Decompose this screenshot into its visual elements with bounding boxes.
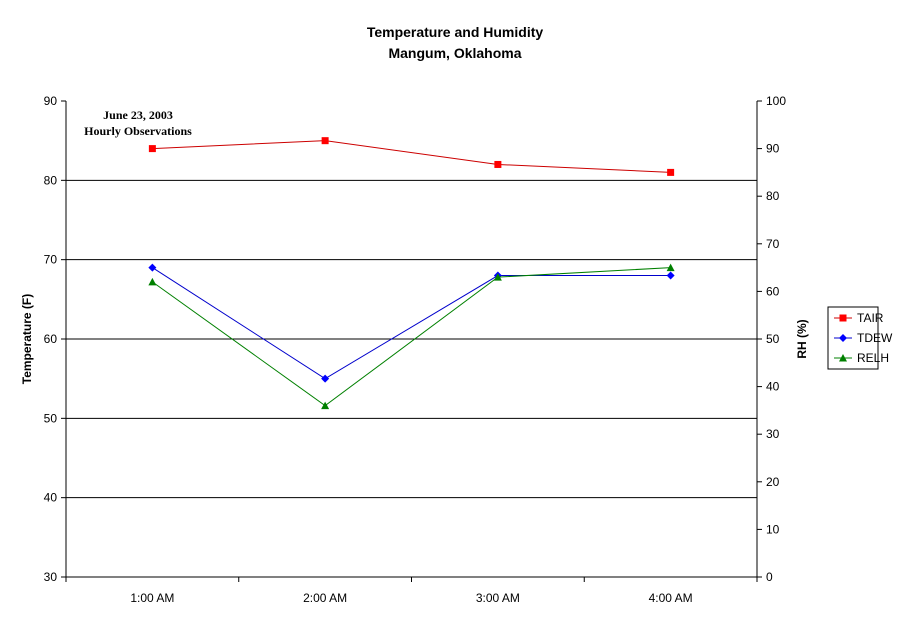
y2-tick-label-3: 30 — [766, 427, 780, 441]
y-tick-label-1: 40 — [44, 491, 58, 505]
point-tair-2 — [494, 160, 502, 168]
series-line-tair — [152, 140, 671, 173]
legend-swatch-marker-tdew — [839, 334, 847, 342]
y2-tick-label-5: 50 — [766, 332, 780, 346]
x-axis-ticks: 1:00 AM 2:00 AM 3:00 AM 4:00 AM — [65, 577, 758, 605]
point-relh-0 — [148, 277, 157, 286]
y-tick-label-5: 80 — [44, 173, 58, 187]
point-tdew-0 — [148, 263, 157, 272]
legend-item-tdew: TDEW — [834, 331, 893, 345]
left-axis-ticks: 30 40 50 60 70 80 90 — [44, 94, 66, 584]
x-tick-label-0: 1:00 AM — [130, 591, 174, 605]
point-relh-3 — [666, 263, 675, 272]
point-tair-0 — [148, 145, 156, 153]
date-annotation: June 23, 2003 — [103, 108, 173, 122]
y2-tick-label-6: 60 — [766, 284, 780, 298]
y-axis-title: Temperature (F) — [20, 294, 34, 384]
series-tdew — [148, 263, 675, 383]
y-tick-label-4: 70 — [44, 253, 58, 267]
point-tdew-1 — [321, 374, 330, 383]
y-tick-label-6: 90 — [44, 94, 58, 108]
legend-box — [827, 306, 879, 370]
x-tick-label-2: 3:00 AM — [476, 591, 520, 605]
legend-item-relh: RELH — [834, 351, 889, 365]
y2-tick-label-2: 20 — [766, 475, 780, 489]
x-tick-label-1: 2:00 AM — [303, 591, 347, 605]
y2-tick-label-9: 90 — [766, 142, 780, 156]
legend-swatch-marker-tair — [839, 314, 847, 322]
legend-swatch-marker-relh — [839, 354, 847, 362]
legend: TAIR TDEW RELH — [827, 306, 893, 370]
series-line-tdew — [152, 267, 671, 380]
legend-item-tair: TAIR — [834, 311, 884, 325]
y2-tick-label-4: 40 — [766, 380, 780, 394]
gridlines — [66, 179, 757, 499]
y2-tick-label-8: 80 — [766, 189, 780, 203]
point-relh-1 — [321, 401, 330, 410]
series-layer — [148, 137, 675, 410]
y-tick-label-2: 50 — [44, 411, 58, 425]
y2-tick-label-0: 0 — [766, 570, 773, 584]
legend-label-tair: TAIR — [857, 311, 884, 325]
x-tick-label-3: 4:00 AM — [649, 591, 693, 605]
point-relh-2 — [493, 273, 502, 281]
legend-label-relh: RELH — [857, 351, 889, 365]
y2-tick-label-1: 10 — [766, 522, 780, 536]
legend-label-tdew: TDEW — [857, 331, 893, 345]
y-tick-label-3: 60 — [44, 332, 58, 346]
chart-title: Temperature and Humidity — [367, 24, 544, 40]
y2-tick-label-7: 70 — [766, 237, 780, 251]
y-tick-label-0: 30 — [44, 570, 58, 584]
point-tair-3 — [667, 168, 675, 176]
series-relh — [148, 263, 675, 410]
y2-tick-label-10: 100 — [766, 94, 786, 108]
chart-subtitle: Mangum, Oklahoma — [388, 45, 521, 61]
series-line-relh — [152, 267, 671, 407]
point-tdew-3 — [666, 271, 675, 280]
series-tair — [148, 137, 675, 176]
point-tair-1 — [321, 137, 329, 145]
y2-axis-title: RH (%) — [795, 319, 809, 358]
right-axis-ticks: 0 10 20 30 40 50 60 70 80 90 100 — [757, 94, 786, 584]
observations-annotation: Hourly Observations — [84, 124, 192, 138]
